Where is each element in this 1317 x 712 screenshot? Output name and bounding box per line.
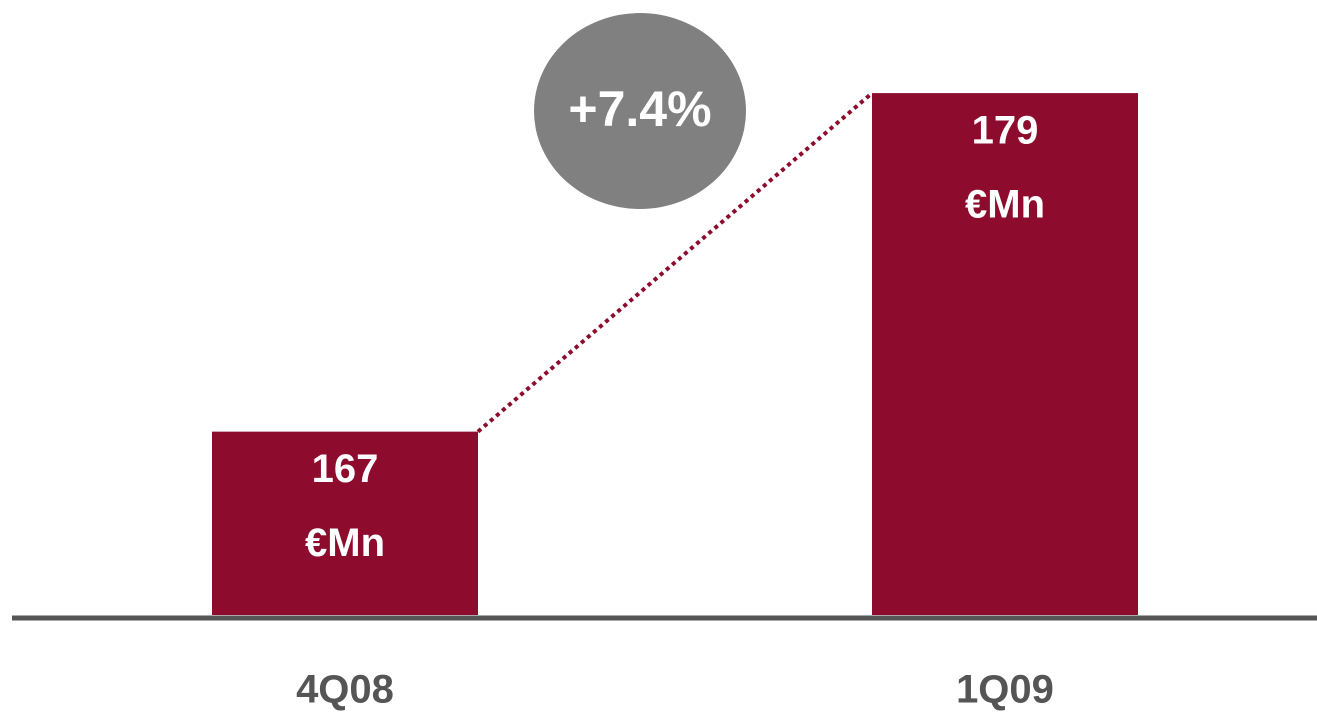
value-label: 167 (312, 447, 379, 491)
connector (476, 91, 874, 434)
value-label: 179 (972, 109, 1039, 153)
bar (872, 93, 1138, 616)
x-tick-label: 4Q08 (296, 668, 394, 712)
annotation: +7.4% (568, 81, 711, 137)
value-unit: €Mn (965, 183, 1045, 227)
bar (212, 431, 478, 615)
value-unit: €Mn (305, 521, 385, 565)
x-tick-label: 1Q09 (956, 668, 1054, 712)
annotation-bubble (534, 13, 746, 209)
